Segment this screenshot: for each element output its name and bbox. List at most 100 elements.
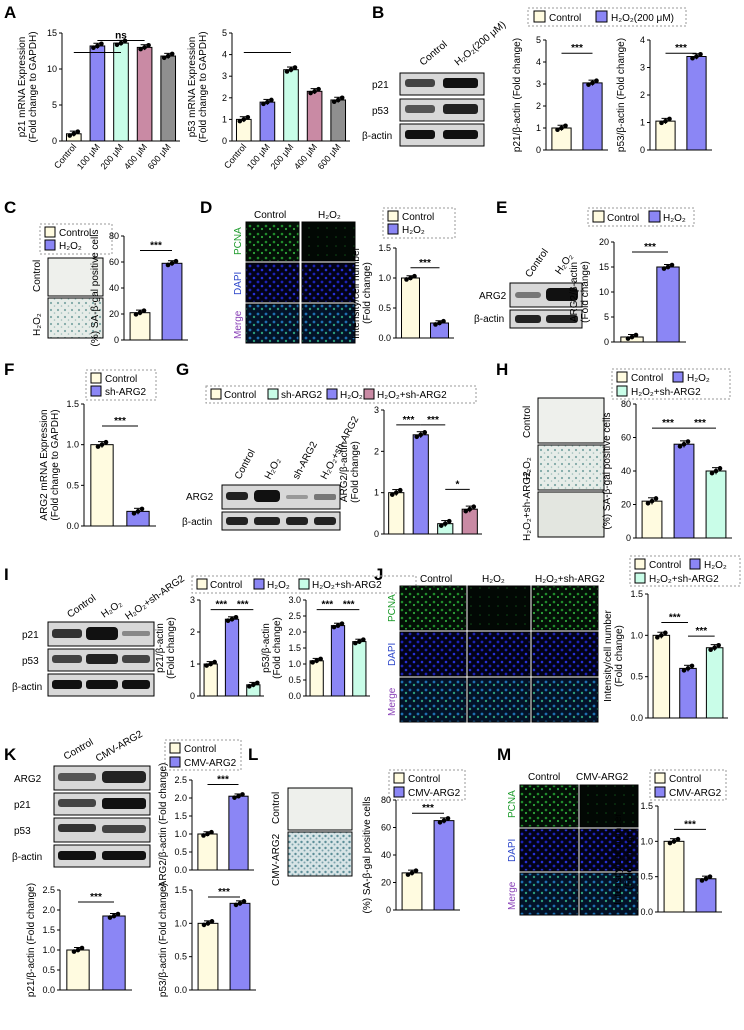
panel-label-E: E: [496, 198, 507, 217]
data-point: [663, 630, 668, 636]
y-tick-label: 15: [47, 28, 57, 38]
panel-f-legend: Control sh-ARG2: [85, 369, 157, 401]
y-axis-label: Intensity/cell number: [351, 246, 362, 338]
data-point: [713, 468, 719, 474]
data-point: [232, 795, 237, 800]
data-point: [209, 829, 214, 835]
k-row-p21: p21: [14, 800, 31, 811]
chart-a2: 0 1 2 3 4 5 p53 mRNA Expression (Fold change to…: [187, 28, 350, 171]
y-tick-label: 1.0: [42, 945, 55, 955]
data-point: [633, 332, 639, 338]
significance-label: ***: [669, 613, 681, 624]
chart-i2: 0.0 0.5 1.0 1.5 2.0 2.5 3.0 p53/β-actin (Fold ch…: [261, 595, 370, 701]
bar: [655, 120, 676, 151]
d-row-merge: Merge: [233, 310, 244, 339]
data-point: [690, 55, 695, 61]
y-tick-label: 0.0: [174, 865, 187, 875]
data-point: [237, 118, 243, 124]
g-row-bactin: β-actin: [182, 517, 212, 528]
data-point: [331, 624, 337, 630]
l-legend-cmv: CMV-ARG2: [408, 788, 461, 799]
bar: [652, 634, 671, 719]
y-tick-label: 2: [374, 446, 379, 456]
h-legend-h2o2: H₂O₂: [687, 373, 710, 384]
y-axis-label: ARG2/β-actin: [569, 262, 580, 322]
g-legend-control: Control: [224, 390, 256, 401]
y-axis-label: Intensity/cell number: [603, 609, 614, 701]
data-point: [590, 80, 595, 86]
significance-label: ***: [150, 241, 162, 252]
data-point: [703, 876, 709, 882]
h-legend-control: Control: [631, 373, 663, 384]
h-row-h2o2: H₂O₂: [522, 457, 533, 480]
significance-label: ***: [90, 892, 102, 903]
data-point: [389, 492, 395, 497]
data-point: [312, 89, 317, 94]
y-axis-label: p21/β-actin: [155, 623, 166, 673]
i-row-p21: p21: [22, 630, 39, 641]
panel-i-legend: Control H₂O₂ H₂O₂+sh-ARG2: [191, 575, 417, 594]
bar: [89, 45, 106, 142]
bar: [705, 647, 724, 719]
y-tick-label: 1.5: [288, 643, 301, 653]
bar: [401, 872, 423, 911]
data-point: [659, 120, 664, 126]
data-point: [442, 521, 448, 526]
y-tick-label: 2.5: [288, 611, 301, 621]
y-tick-label: 20: [109, 309, 119, 319]
significance-label: ***: [343, 600, 355, 611]
panel-label-D: D: [200, 198, 212, 217]
y-axis-label: (%) SA-β-gal positive cells: [602, 413, 613, 530]
bar: [330, 625, 346, 697]
y-tick-label: 2.5: [42, 885, 55, 895]
m-legend-cmv: CMV-ARG2: [669, 788, 722, 799]
panel-e-blot: Control H₂O₂ ARG2 β-actin: [474, 247, 583, 329]
y-tick-label: 1.0: [378, 273, 391, 283]
y-tick-label: 1.0: [174, 918, 187, 928]
y-tick-label: 1: [374, 488, 379, 498]
y-tick-label: 3: [536, 79, 541, 89]
i-legend-h2o2-sharg2: H₂O₂+sh-ARG2: [312, 580, 382, 591]
data-point: [138, 46, 143, 52]
x-tick-label: 400 μM: [122, 142, 149, 172]
y-tick-label: 3: [640, 63, 645, 73]
significance-label: ***: [684, 819, 696, 830]
panel-k-blot: Control CMV-ARG2 ARG2 p21 p53 β-actin: [12, 729, 151, 868]
data-point: [209, 919, 215, 924]
panel-label-L: L: [248, 745, 258, 764]
h-row-h2o2-sharg2: H₂O₂+sh-ARG2: [522, 471, 533, 541]
y-tick-label: 0: [374, 529, 379, 539]
bar: [229, 902, 251, 991]
y-tick-label: 1.5: [42, 925, 55, 935]
data-point: [685, 666, 691, 671]
bar: [686, 56, 707, 151]
chart-b1: 0 1 2 3 4 5 p21/β-actin (Fold change) ***: [512, 35, 608, 155]
chart-l: 0 20 40 60 80 (%) SA-β-gal positive cells ***: [362, 795, 460, 915]
j-legend-h2o2: H₂O₂: [704, 560, 727, 571]
y-tick-label: 0.0: [378, 333, 391, 343]
y-axis-label: (Fold change): [166, 617, 177, 679]
x-tick-label: 100 μM: [245, 142, 272, 172]
y-tick-label: 2: [536, 101, 541, 111]
data-point: [413, 868, 419, 873]
f-legend-sharg2: sh-ARG2: [105, 387, 147, 398]
data-point: [247, 684, 252, 689]
data-point: [233, 902, 239, 908]
chart-k1: 0.0 0.5 1.0 1.5 2.0 2.5 ARG2/β-actin (Fold cha…: [158, 763, 254, 887]
y-tick-label: 1.0: [174, 829, 187, 839]
data-point: [393, 490, 399, 495]
blot-col-control: Control: [418, 39, 450, 68]
data-point: [335, 623, 341, 628]
legend-control: Control: [549, 13, 581, 24]
y-tick-label: 2.0: [174, 793, 187, 803]
data-point: [284, 69, 290, 74]
y-axis-label: (Fold change): [362, 262, 373, 324]
significance-label: ***: [695, 626, 707, 637]
h-legend-h2o2-sharg2: H₂O₂+sh-ARG2: [631, 387, 701, 398]
x-tick-label: 100 μM: [75, 142, 102, 172]
data-point: [335, 97, 341, 103]
m-row-merge: Merge: [507, 881, 518, 910]
y-tick-label: 1: [536, 123, 541, 133]
significance-label: ***: [427, 415, 439, 426]
panel-l-images: Control CMV-ARG2: [271, 787, 353, 886]
